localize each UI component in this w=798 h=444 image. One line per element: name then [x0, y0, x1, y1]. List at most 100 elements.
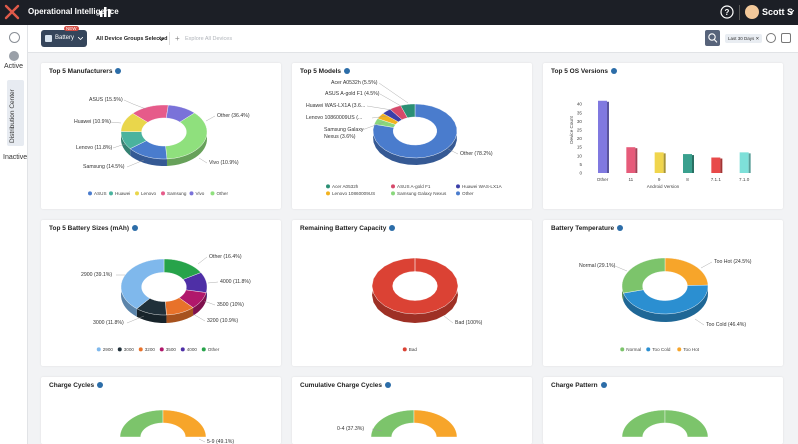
legend-swatch	[117, 347, 122, 352]
info-icon[interactable]	[617, 225, 624, 232]
legend-item[interactable]: 3000	[124, 347, 135, 352]
left-rail: Active Distribution Center Inactive	[0, 25, 28, 444]
slice-label: Huawei WAS-LX1A (3.6...	[306, 103, 365, 109]
date-range-chip[interactable]: Last 30 Days ✕	[725, 34, 763, 43]
donut-top	[372, 103, 458, 159]
y-axis: 0 5 10 15 20 25 30 35 40	[577, 102, 583, 176]
donut-slice[interactable]	[413, 409, 458, 438]
legend-item[interactable]: Samsung Galaxy Nexus	[397, 191, 447, 196]
x-tick-label: 11	[628, 177, 633, 182]
bar[interactable]	[683, 154, 692, 173]
plus-icon[interactable]: +	[175, 34, 180, 43]
y-tick-label: 35	[577, 110, 583, 115]
legend-item[interactable]: Too Hot	[683, 347, 700, 352]
donut-slice[interactable]	[370, 409, 415, 438]
bar[interactable]	[711, 157, 721, 173]
avatar[interactable]	[745, 5, 759, 19]
legend-item[interactable]: Other	[217, 191, 229, 196]
card-charge-cycles: Charge Cycles 5-9 (49.1%)	[41, 377, 281, 444]
legend-item[interactable]: Normal	[626, 347, 641, 352]
rail-active-label[interactable]: Active	[4, 63, 24, 70]
legend-item[interactable]: Other	[462, 191, 474, 196]
legend-item[interactable]: Too Cold	[652, 347, 671, 352]
rail-distribution-label: Distribution Center	[9, 89, 16, 143]
chart-svg	[621, 409, 709, 438]
info-icon[interactable]	[115, 68, 122, 75]
legend-swatch	[677, 347, 682, 352]
donut-slice[interactable]	[162, 409, 207, 438]
rail-distribution-center[interactable]: Distribution Center	[7, 80, 24, 146]
donut-slice[interactable]	[664, 257, 709, 286]
donut-slice[interactable]	[664, 409, 709, 438]
battery-dropdown[interactable]: Battery	[41, 30, 87, 47]
info-icon[interactable]	[385, 382, 392, 389]
legend-item[interactable]: Huawei	[115, 191, 130, 196]
slice-label: Bad (100%)	[455, 320, 483, 326]
info-icon[interactable]	[389, 225, 396, 232]
legend-item[interactable]: Lenovo 10860009US	[332, 191, 375, 196]
legend-item[interactable]: 4000	[187, 347, 198, 352]
card-title: Charge Pattern	[551, 382, 607, 389]
collapse-icon[interactable]	[9, 32, 20, 43]
bar[interactable]	[739, 152, 749, 173]
legend-swatch	[326, 184, 330, 189]
info-icon[interactable]	[132, 225, 139, 232]
donut-labels: Bad (100%)	[443, 315, 483, 326]
date-range-label: Last 30 Days	[728, 36, 755, 41]
info-icon[interactable]	[344, 68, 351, 75]
donut-slice[interactable]	[120, 258, 165, 309]
bar[interactable]	[598, 100, 607, 173]
legend-item[interactable]: ASUS A-gold F1	[397, 184, 431, 189]
slice-label: Other (78.2%)	[460, 151, 493, 157]
add-icon[interactable]	[9, 51, 19, 61]
chevron-down-icon[interactable]	[159, 38, 164, 41]
export-icon[interactable]	[781, 33, 791, 43]
bar[interactable]	[654, 152, 664, 173]
rail-inactive-label[interactable]: Inactive	[3, 154, 28, 161]
legend-swatch	[189, 191, 194, 196]
legend-item[interactable]: 3500	[166, 347, 177, 352]
label-leader-line	[112, 143, 126, 149]
refresh-icon[interactable]	[766, 33, 776, 43]
search-button[interactable]	[705, 30, 720, 46]
chart-svg: 0 5 10 15 20 25 30 35 40 Device Count Other 11 9 8 7.1…	[569, 100, 751, 189]
donut-slice[interactable]	[119, 409, 164, 438]
legend-swatch	[161, 191, 165, 196]
legend-item[interactable]: ASUS	[94, 191, 107, 196]
legend-item[interactable]: Acer A0532h	[332, 184, 359, 189]
slice-label: Acer A0532h (5.5%)	[331, 80, 378, 86]
bar[interactable]	[626, 147, 636, 173]
label-leader-line	[379, 93, 402, 107]
legend-item[interactable]: Huawei WAS-LX1A	[462, 184, 503, 189]
user-name[interactable]: Scott S	[762, 7, 794, 17]
explore-input[interactable]: Explore All Devices	[185, 36, 233, 42]
device-groups-dropdown[interactable]: All Device Groups Selected	[96, 36, 168, 42]
slice-label: Too Cold (46.4%)	[706, 322, 746, 328]
legend-item[interactable]: Other	[208, 347, 220, 352]
card-title: Top 5 Manufacturers	[49, 68, 122, 75]
donut-slice[interactable]	[400, 103, 416, 119]
new-badge: NEW	[64, 26, 79, 31]
label-leader-line	[126, 159, 145, 168]
legend-swatch	[391, 191, 395, 196]
donut-slice[interactable]	[621, 257, 666, 294]
info-icon[interactable]	[600, 382, 607, 389]
info-icon[interactable]	[610, 68, 617, 75]
label-leader-line	[205, 115, 216, 122]
donut-slice[interactable]	[621, 409, 666, 438]
x-logo-icon[interactable]	[4, 4, 20, 20]
legend-item[interactable]: Lenovo	[141, 191, 157, 196]
legend-item[interactable]: Vivo	[196, 191, 205, 196]
donut-slice[interactable]	[371, 257, 459, 315]
legend-item[interactable]: Bad	[409, 347, 418, 352]
legend-item[interactable]: Samsung	[167, 191, 187, 196]
card-top-manufacturers: Top 5 Manufacturers ASUS (15.5%) Huawei (…	[41, 63, 281, 209]
donut-slice[interactable]	[166, 104, 195, 123]
legend-item[interactable]: 3200	[145, 347, 156, 352]
info-icon[interactable]	[97, 382, 104, 389]
slice-label: 3500 (10%)	[217, 302, 244, 308]
legend-item[interactable]: 2900	[103, 347, 114, 352]
help-icon[interactable]: ?	[720, 5, 734, 19]
y-tick-label: 25	[577, 128, 583, 133]
chevron-down-icon[interactable]	[788, 10, 794, 14]
